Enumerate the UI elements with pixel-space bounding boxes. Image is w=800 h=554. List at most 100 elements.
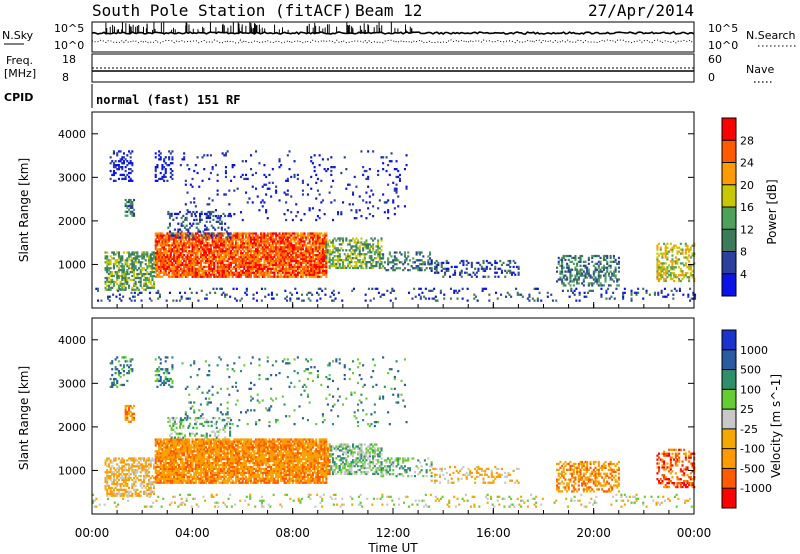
power-cell	[133, 282, 136, 285]
power-cell	[559, 276, 562, 279]
power-cell	[238, 246, 241, 249]
power-cell	[227, 232, 230, 235]
power-cell	[179, 259, 182, 263]
power-cell	[171, 275, 174, 278]
power-cell	[216, 267, 219, 270]
power-cell	[144, 263, 147, 266]
power-cell	[586, 268, 589, 271]
power-cell	[295, 256, 298, 259]
power-cell	[320, 252, 323, 255]
power-cell	[609, 256, 612, 260]
power-cell	[285, 201, 288, 204]
power-cell	[164, 263, 167, 267]
power-cell	[281, 257, 284, 261]
power-cell	[330, 253, 333, 256]
power-cell	[251, 173, 254, 177]
power-cell	[363, 255, 366, 258]
power-cell	[378, 251, 381, 254]
power-cell	[201, 242, 204, 245]
power-cell	[499, 259, 502, 263]
power-cell	[226, 250, 229, 253]
velocity-cell	[183, 450, 186, 453]
power-cell	[679, 262, 682, 265]
power-cell	[325, 247, 328, 250]
power-cell	[313, 273, 316, 276]
power-cell	[199, 238, 202, 241]
power-cell	[689, 268, 692, 271]
power-cell	[280, 275, 283, 278]
power-cell	[318, 265, 321, 269]
power-cell	[310, 250, 313, 253]
velocity-cell	[158, 481, 161, 484]
power-cell	[128, 179, 131, 182]
velocity-cell	[176, 454, 179, 457]
velocity-cell	[159, 471, 162, 475]
power-cell	[686, 244, 689, 247]
power-cell	[612, 270, 615, 273]
power-cell	[184, 242, 187, 245]
power-plot-bg	[92, 112, 694, 308]
power-cell	[599, 270, 602, 273]
power-cell	[607, 284, 610, 287]
power-cell	[429, 263, 432, 266]
power-cell	[151, 263, 154, 266]
power-cell	[183, 257, 186, 261]
power-cell	[161, 244, 164, 247]
velocity-cell	[176, 477, 179, 480]
power-cell	[138, 288, 141, 291]
power-cell	[181, 252, 184, 255]
velocity-cell	[179, 460, 182, 463]
power-cell	[293, 248, 296, 251]
power-cell	[362, 247, 365, 250]
power-cell	[154, 256, 157, 259]
power-cell	[280, 234, 283, 237]
velocity-cell	[168, 458, 171, 461]
power-cell	[260, 287, 263, 290]
power-cell	[656, 272, 659, 275]
power-cell	[330, 169, 333, 173]
power-cell	[367, 150, 370, 153]
power-cell	[253, 240, 256, 243]
power-cell	[405, 164, 408, 167]
power-cell	[692, 291, 695, 294]
power-cell	[338, 266, 341, 270]
power-cell	[251, 236, 254, 239]
power-cell	[188, 252, 191, 255]
power-cell	[412, 261, 415, 264]
power-cell	[253, 246, 256, 249]
power-cell	[126, 265, 129, 268]
power-cell	[176, 244, 179, 247]
power-cell	[122, 156, 125, 159]
power-cell	[261, 263, 264, 267]
power-cell	[168, 291, 171, 294]
power-cell	[121, 166, 124, 169]
power-cell	[156, 240, 159, 243]
power-cell	[159, 271, 162, 274]
power-cell	[245, 273, 248, 276]
power-cell	[370, 251, 373, 254]
power-cell	[183, 267, 186, 270]
power-cell	[403, 205, 406, 208]
power-cell	[405, 187, 408, 190]
power-cell	[308, 246, 311, 249]
power-cell	[308, 232, 311, 235]
power-cell	[311, 244, 314, 247]
power-cell	[306, 293, 309, 296]
power-cell	[612, 274, 615, 277]
power-cell	[215, 234, 218, 237]
power-cell	[129, 278, 132, 282]
power-cell	[275, 293, 278, 296]
power-cell	[286, 259, 289, 263]
power-cell	[236, 238, 239, 241]
power-cell	[280, 269, 283, 272]
power-cell	[233, 238, 236, 241]
power-cell	[168, 238, 171, 241]
power-cell	[475, 261, 478, 265]
power-cell	[599, 274, 602, 277]
power-cell	[173, 238, 176, 241]
power-cell	[164, 269, 167, 272]
power-cell	[576, 262, 579, 265]
velocity-cell	[163, 477, 166, 480]
power-cell	[658, 277, 661, 281]
power-cell	[382, 265, 385, 268]
